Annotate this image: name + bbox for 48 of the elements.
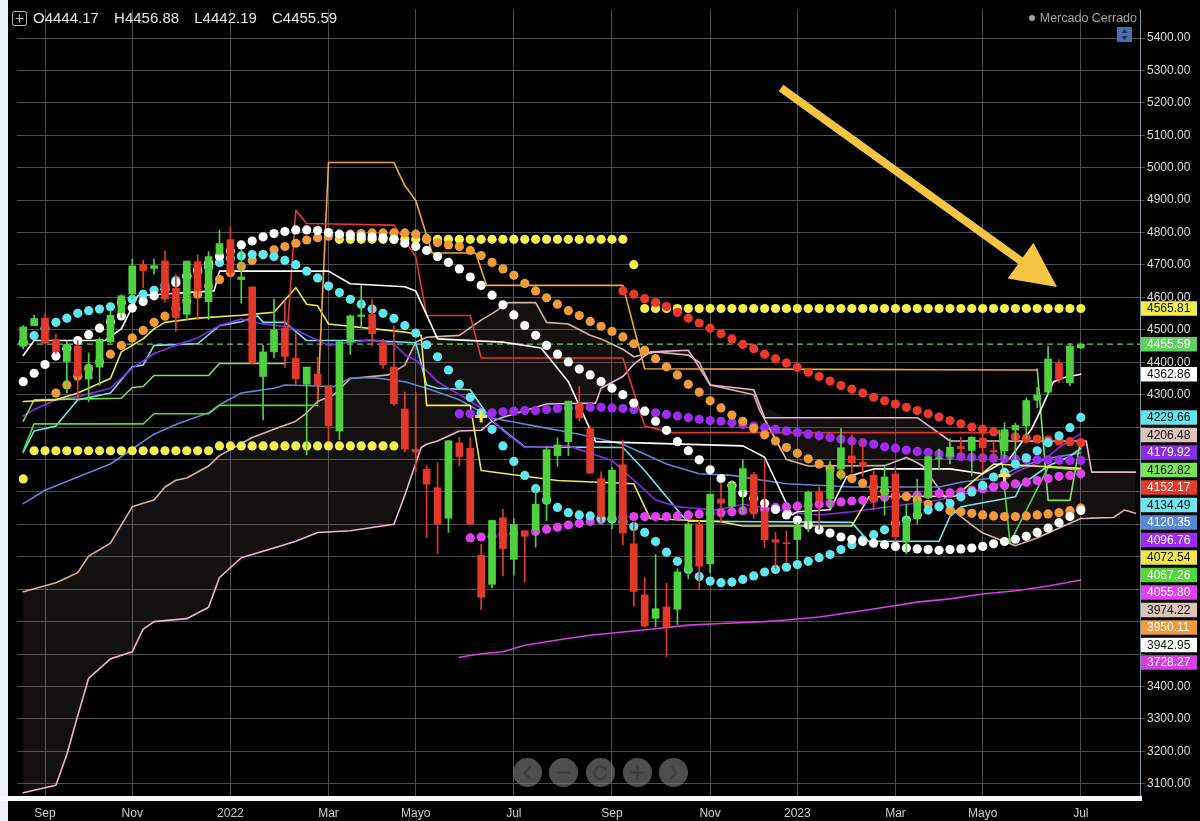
x-tick-label: Sep bbox=[34, 805, 57, 820]
text: 4096.76 bbox=[1147, 532, 1191, 547]
x-tick-label: Nov bbox=[121, 805, 143, 820]
text: 3728.27 bbox=[1147, 655, 1191, 670]
text: 4565.81 bbox=[1147, 301, 1191, 316]
y-tick-label: 3400.00 bbox=[1147, 678, 1191, 693]
x-tick-label: Mayo bbox=[968, 805, 998, 820]
x-tick-label: 2023 bbox=[783, 805, 812, 820]
y-tick-label: 3300.00 bbox=[1147, 711, 1191, 726]
text: 4179.92 bbox=[1147, 445, 1191, 460]
chart-title: O4444.17 H4456.88 L4442.19 C4455.59 bbox=[33, 9, 338, 27]
y-tick-label: 4800.00 bbox=[1147, 224, 1191, 239]
text: 3974.22 bbox=[1147, 602, 1191, 617]
text: 4067.26 bbox=[1147, 567, 1191, 582]
x-tick-label: Mar bbox=[318, 805, 339, 820]
x-tick-label: 2022 bbox=[217, 805, 245, 820]
x-tick-label: Jul bbox=[1073, 805, 1089, 820]
x-tick-label: Nov bbox=[699, 805, 721, 820]
text: 4229.66 bbox=[1147, 410, 1191, 425]
y-tick-label: 5200.00 bbox=[1147, 95, 1191, 110]
x-tick-label: Jul bbox=[506, 805, 522, 820]
text: 4162.82 bbox=[1147, 462, 1191, 477]
text: 4055.80 bbox=[1147, 585, 1191, 600]
x-tick-label: Mar bbox=[885, 805, 906, 820]
text: 4072.54 bbox=[1147, 550, 1191, 565]
y-tick-label: 5100.00 bbox=[1147, 127, 1191, 142]
y-tick-label: 4400.00 bbox=[1147, 354, 1191, 369]
x-tick-label: Mayo bbox=[401, 805, 431, 820]
text: 4152.17 bbox=[1147, 480, 1191, 495]
y-tick-label: 5400.00 bbox=[1147, 30, 1191, 45]
annotation: Mercado Cerrado bbox=[1039, 10, 1137, 27]
text: 4134.49 bbox=[1147, 497, 1191, 512]
y-tick-label: 4900.00 bbox=[1147, 192, 1191, 207]
text: 3942.95 bbox=[1147, 637, 1191, 652]
y-tick-label: 5000.00 bbox=[1147, 160, 1191, 175]
y-tick-label: 5300.00 bbox=[1147, 62, 1191, 77]
ref-line-label: 4455.59 bbox=[1147, 337, 1191, 352]
text: 4120.35 bbox=[1147, 515, 1191, 530]
x-tick-label: Sep bbox=[601, 805, 623, 820]
y-tick-label: 4700.00 bbox=[1147, 257, 1191, 272]
y-tick-label: 3100.00 bbox=[1147, 775, 1191, 790]
text: 4362.86 bbox=[1147, 367, 1191, 382]
y-tick-label: 4500.00 bbox=[1147, 322, 1191, 337]
y-tick-label: 4600.00 bbox=[1147, 289, 1191, 304]
text: 3950.11 bbox=[1147, 620, 1190, 635]
y-tick-label: 3200.00 bbox=[1147, 743, 1191, 758]
text: 4206.48 bbox=[1147, 427, 1191, 442]
y-tick-label: 4300.00 bbox=[1147, 386, 1191, 401]
